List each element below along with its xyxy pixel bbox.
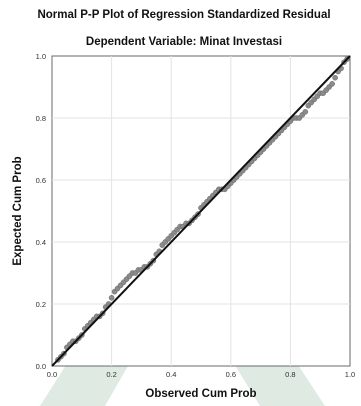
y-tick-label: 0.0 — [36, 362, 46, 371]
y-tick-label: 0.4 — [36, 238, 46, 247]
reference-line — [51, 55, 351, 367]
y-tick-label: 0.2 — [36, 300, 46, 309]
x-tick-label: 0.6 — [226, 370, 236, 379]
data-point — [332, 74, 338, 81]
data-point — [302, 109, 309, 115]
x-tick-label: 0.8 — [285, 370, 295, 379]
x-tick-label: 0.2 — [106, 370, 116, 379]
chart-title: Normal P-P Plot of Regression Standardiz… — [37, 9, 330, 21]
x-axis-title: Observed Cum Prob — [145, 388, 256, 400]
reference-line-group — [51, 55, 351, 367]
y-tick-label: 0.8 — [36, 114, 46, 123]
y-axis-title: Expected Cum Prob — [12, 156, 24, 265]
data-point — [108, 294, 115, 301]
chart-subtitle: Dependent Variable: Minat Investasi — [86, 36, 282, 48]
x-tick-label: 0.0 — [47, 370, 57, 379]
x-tick-label: 0.4 — [166, 370, 176, 379]
y-tick-label: 0.6 — [36, 176, 46, 185]
data-point — [329, 81, 335, 87]
tick-labels: 0.0 0.2 0.4 0.6 0.8 1.0 0.0 0.2 0.4 0.6 0.8 1.0 — [36, 52, 356, 379]
y-tick-label: 1.0 — [36, 52, 46, 61]
x-tick-label: 1.0 — [345, 370, 355, 379]
